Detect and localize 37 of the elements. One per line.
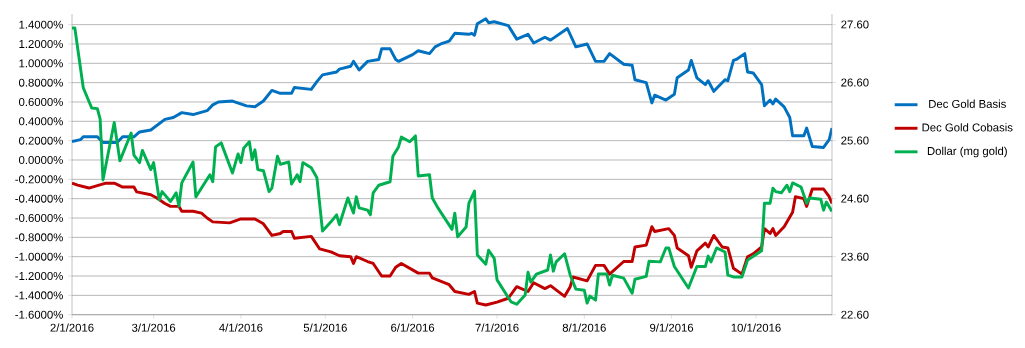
y2-tick-label: 27.60 — [841, 20, 869, 29]
line-series — [72, 17, 832, 149]
y-tick-label: -1.2000% — [15, 272, 63, 281]
y-tick-label: 0.8000% — [19, 78, 63, 87]
y2-tick-label: 26.60 — [841, 78, 869, 87]
y-tick-label: 1.4000% — [19, 20, 63, 29]
y-tick-label: -1.4000% — [15, 291, 63, 300]
y2-tick-label: 24.60 — [841, 194, 869, 203]
y-tick-label: -0.2000% — [15, 175, 63, 184]
y-tick-label: 0.6000% — [19, 97, 63, 106]
y-tick-label: 0.0000% — [19, 155, 63, 164]
y-tick-label: -0.8000% — [15, 233, 63, 242]
x-tick-label: 7/1/2016 — [475, 323, 519, 332]
y-tick-label: -1.6000% — [15, 310, 63, 319]
y-tick-label: 1.2000% — [19, 39, 63, 48]
x-tick-label: 2/1/2016 — [50, 323, 94, 332]
x-tick-label: 9/1/2016 — [650, 323, 694, 332]
x-tick-label: 4/1/2016 — [219, 323, 263, 332]
y2-tick-label: 25.60 — [841, 136, 869, 145]
line-series — [72, 26, 832, 306]
y-tick-label: -0.4000% — [15, 194, 63, 203]
legend-label: Dollar (mg gold) — [927, 146, 1007, 158]
x-tick-label: 8/1/2016 — [562, 323, 606, 332]
legend-label: Dec Gold Basis — [929, 99, 1006, 108]
y-tick-label: -1.0000% — [15, 252, 63, 261]
y2-tick-label: 23.60 — [841, 252, 869, 261]
x-tick-label: 10/1/2016 — [731, 323, 781, 332]
y-tick-label: 0.2000% — [19, 136, 63, 145]
y2-tick-label: 22.60 — [841, 310, 869, 319]
x-tick-label: 3/1/2016 — [132, 323, 176, 332]
legend-label: Dec Gold Cobasis — [922, 123, 1013, 132]
y-tick-label: -0.6000% — [15, 214, 63, 223]
y-tick-label: 0.4000% — [19, 117, 63, 126]
line-series — [72, 181, 832, 307]
y-tick-label: 1.0000% — [19, 59, 63, 68]
x-tick-label: 6/1/2016 — [391, 323, 435, 332]
x-tick-label: 5/1/2016 — [303, 323, 347, 332]
